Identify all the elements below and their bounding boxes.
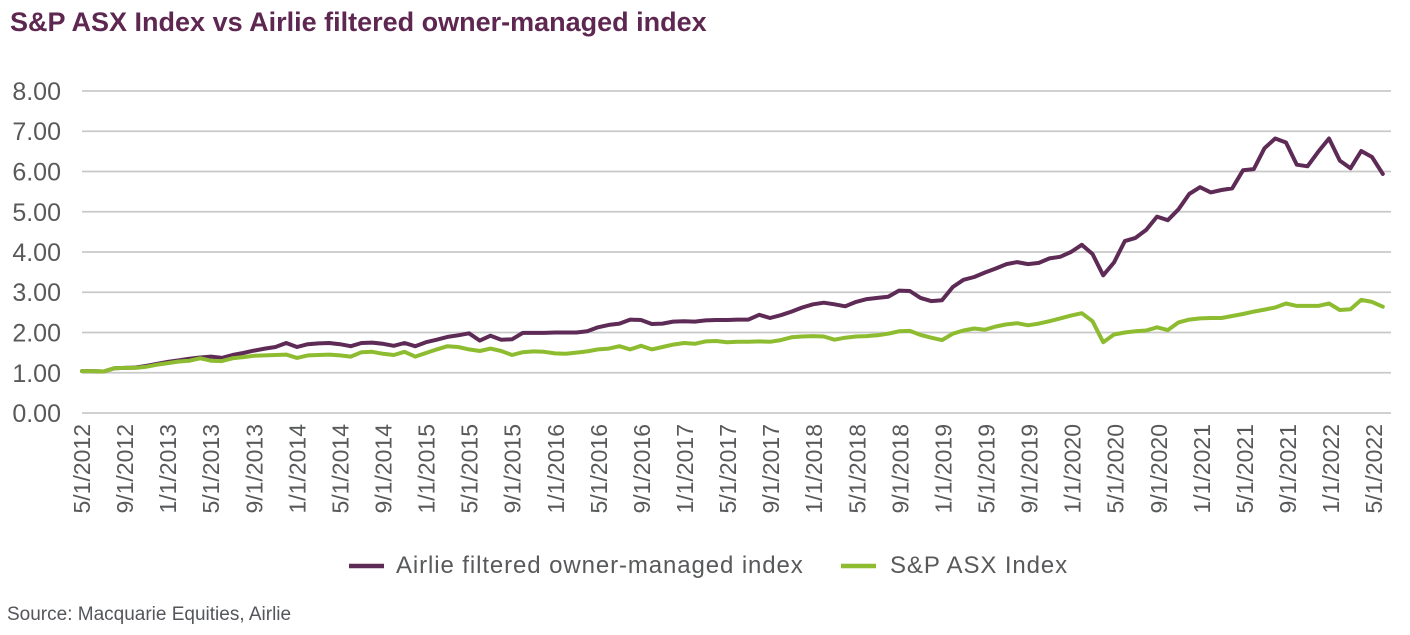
svg-text:9/1/2021: 9/1/2021 <box>1275 424 1301 514</box>
svg-text:5.00: 5.00 <box>12 199 61 227</box>
svg-text:5/1/2020: 5/1/2020 <box>1103 424 1129 514</box>
svg-text:1/1/2016: 1/1/2016 <box>543 424 569 514</box>
svg-text:9/1/2018: 9/1/2018 <box>887 424 913 514</box>
svg-text:5/1/2013: 5/1/2013 <box>198 424 224 514</box>
svg-text:1/1/2019: 1/1/2019 <box>930 424 956 514</box>
svg-text:6.00: 6.00 <box>12 159 61 187</box>
svg-text:0.00: 0.00 <box>12 400 61 428</box>
svg-text:5/1/2019: 5/1/2019 <box>974 424 1000 514</box>
svg-text:9/1/2019: 9/1/2019 <box>1017 424 1043 514</box>
svg-text:5/1/2016: 5/1/2016 <box>586 424 612 514</box>
svg-text:9/1/2014: 9/1/2014 <box>371 424 397 514</box>
svg-text:5/1/2021: 5/1/2021 <box>1232 424 1258 514</box>
svg-text:5/1/2022: 5/1/2022 <box>1361 424 1387 514</box>
svg-text:9/1/2015: 9/1/2015 <box>500 424 526 514</box>
svg-text:1/1/2020: 1/1/2020 <box>1060 424 1086 514</box>
svg-text:9/1/2013: 9/1/2013 <box>241 424 267 514</box>
svg-text:Airlie filtered owner-managed: Airlie filtered owner-managed index <box>396 552 804 579</box>
svg-text:9/1/2012: 9/1/2012 <box>112 424 138 514</box>
svg-text:S&P ASX Index vs Airlie filter: S&P ASX Index vs Airlie filtered owner-m… <box>10 7 707 37</box>
svg-text:9/1/2017: 9/1/2017 <box>758 424 784 514</box>
svg-text:4.00: 4.00 <box>12 239 61 267</box>
svg-text:1/1/2015: 1/1/2015 <box>414 424 440 514</box>
svg-text:9/1/2020: 9/1/2020 <box>1146 424 1172 514</box>
svg-text:5/1/2018: 5/1/2018 <box>844 424 870 514</box>
svg-text:5/1/2012: 5/1/2012 <box>69 424 95 514</box>
svg-text:3.00: 3.00 <box>12 279 61 307</box>
svg-text:7.00: 7.00 <box>12 118 61 146</box>
svg-text:1/1/2014: 1/1/2014 <box>284 424 310 514</box>
svg-text:8.00: 8.00 <box>12 78 61 106</box>
svg-text:9/1/2016: 9/1/2016 <box>629 424 655 514</box>
svg-text:S&P ASX Index: S&P ASX Index <box>890 552 1068 579</box>
svg-text:1/1/2018: 1/1/2018 <box>801 424 827 514</box>
svg-text:1.00: 1.00 <box>12 360 61 388</box>
svg-text:Source: Macquarie Equities, Ai: Source: Macquarie Equities, Airlie <box>7 604 291 625</box>
svg-text:2.00: 2.00 <box>12 320 61 348</box>
svg-text:5/1/2015: 5/1/2015 <box>457 424 483 514</box>
svg-text:1/1/2022: 1/1/2022 <box>1318 424 1344 514</box>
svg-text:1/1/2017: 1/1/2017 <box>672 424 698 514</box>
svg-text:1/1/2021: 1/1/2021 <box>1189 424 1215 514</box>
svg-text:1/1/2013: 1/1/2013 <box>155 424 181 514</box>
svg-text:5/1/2014: 5/1/2014 <box>327 424 353 514</box>
svg-text:5/1/2017: 5/1/2017 <box>715 424 741 514</box>
